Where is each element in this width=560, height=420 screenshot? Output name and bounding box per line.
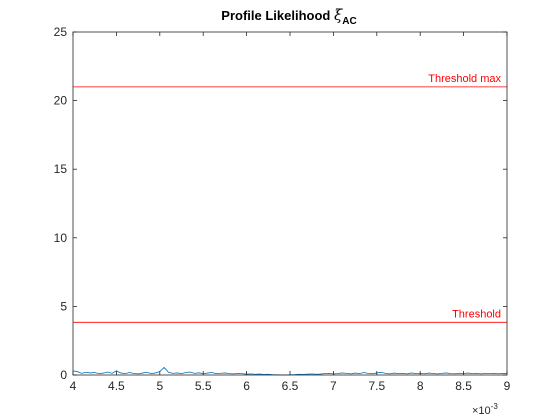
x-tick-label: 8 bbox=[417, 379, 424, 393]
x-exponent-label: ×10-3 bbox=[472, 402, 498, 417]
x-tick-label: 8.5 bbox=[455, 379, 472, 393]
reference-line-label-1: Threshold max bbox=[428, 73, 501, 85]
y-tick-label: 5 bbox=[60, 299, 67, 313]
x-tick-label: 5 bbox=[156, 379, 163, 393]
y-tick-label: 10 bbox=[54, 231, 68, 245]
x-exponent-power: -3 bbox=[491, 402, 499, 411]
x-tick-label: 9 bbox=[504, 379, 511, 393]
chart-title-subscript: AC bbox=[342, 16, 356, 27]
x-tick-label: 7.5 bbox=[368, 379, 385, 393]
x-tick-label: 6 bbox=[243, 379, 250, 393]
plot-area: Threshold max Threshold 4 4.5 5 5.5 6 6.5 7 7.5 8 8… bbox=[54, 25, 511, 393]
y-tick-label: 15 bbox=[54, 162, 68, 176]
x-tick-label: 6.5 bbox=[282, 379, 299, 393]
axes-background bbox=[73, 32, 507, 375]
y-tick-label: 25 bbox=[54, 25, 68, 39]
chart-title-main: Profile Likelihood bbox=[221, 8, 334, 23]
chart-title-symbol: ξ bbox=[334, 6, 343, 24]
x-tick-label: 7 bbox=[330, 379, 337, 393]
x-tick-label: 4 bbox=[70, 379, 77, 393]
x-exponent-base: ×10 bbox=[472, 405, 491, 417]
y-tick-label: 0 bbox=[60, 368, 67, 382]
y-tick-label: 20 bbox=[54, 94, 68, 108]
x-tick-label: 4.5 bbox=[108, 379, 125, 393]
chart-title: Profile Likelihood ξAC bbox=[221, 6, 356, 27]
x-tick-label: 5.5 bbox=[195, 379, 212, 393]
reference-line-label-2: Threshold bbox=[452, 308, 501, 320]
